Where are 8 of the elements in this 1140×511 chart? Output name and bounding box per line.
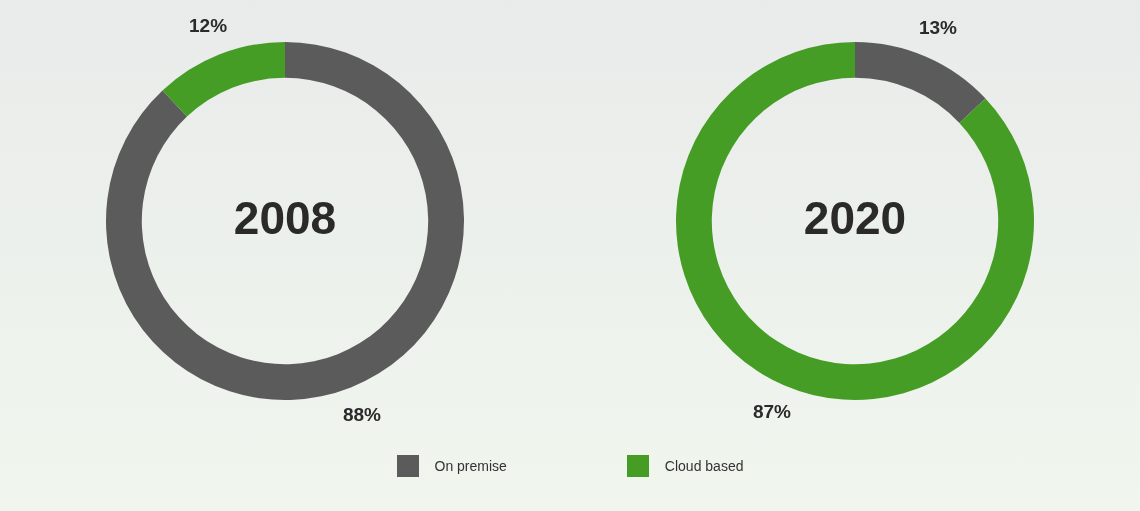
text: 2020 (803, 191, 907, 244)
text: 2008 (233, 191, 337, 244)
data-label: 88% (342, 403, 382, 425)
data-label: 13% (918, 17, 958, 39)
legend-label: Cloud based (664, 458, 744, 474)
data-label: 12% (189, 14, 228, 36)
data-label: 87% (752, 401, 792, 423)
legend-label: On premise (434, 458, 507, 474)
